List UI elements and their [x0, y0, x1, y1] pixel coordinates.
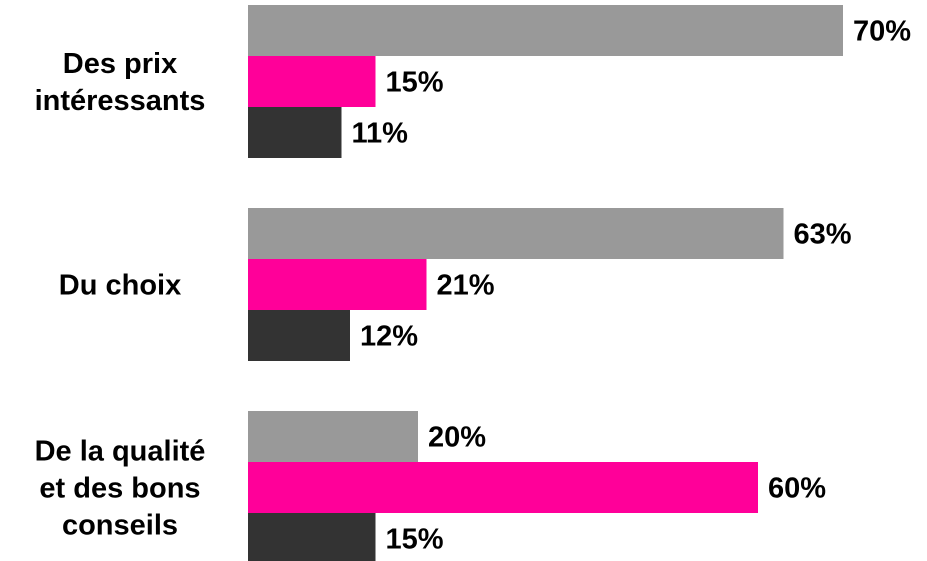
bar	[248, 310, 350, 361]
value-label: 60%	[768, 473, 826, 505]
bars	[248, 5, 843, 561]
bar	[248, 5, 843, 56]
bar	[248, 208, 784, 259]
bar	[248, 513, 376, 561]
category-label: De la qualité et des bons conseils	[35, 436, 206, 542]
category-label: Du choix	[59, 270, 181, 302]
bar	[248, 107, 342, 158]
bar	[248, 259, 427, 310]
category-label-line: intéressants	[35, 85, 206, 117]
bar	[248, 411, 418, 462]
category-labels: Des prix intéressants Du choix De la qualit…	[35, 48, 206, 542]
value-label: 12%	[360, 321, 418, 353]
value-label: 15%	[386, 524, 444, 556]
value-label: 63%	[794, 219, 852, 251]
category-label-line: Des prix	[63, 48, 177, 80]
value-label: 15%	[386, 67, 444, 99]
category-label-line: et des bons	[39, 473, 200, 505]
bar	[248, 462, 758, 513]
category-label-line: De la qualité	[35, 436, 206, 468]
value-label: 21%	[437, 270, 495, 302]
category-label-line: Du choix	[59, 270, 181, 302]
bar	[248, 56, 376, 107]
value-label: 11%	[352, 118, 409, 150]
category-label-line: conseils	[62, 510, 178, 542]
value-labels: 70% 15% 11% 63% 21% 12% 20% 60% 15%	[352, 16, 912, 556]
value-label: 20%	[428, 422, 486, 454]
category-label: Des prix intéressants	[35, 48, 206, 117]
value-label: 70%	[853, 16, 911, 48]
